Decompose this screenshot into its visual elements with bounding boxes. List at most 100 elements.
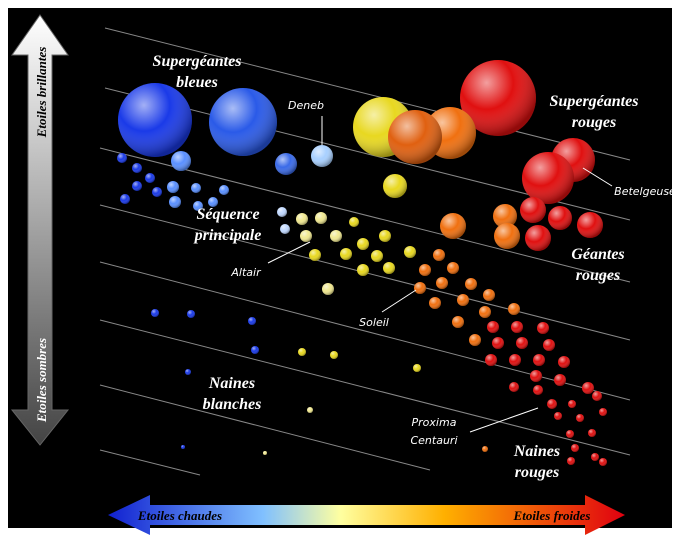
star-shine [263, 451, 267, 455]
star-label: Altair [230, 266, 262, 279]
star-shine [554, 412, 562, 420]
luminosity-arrow [10, 14, 70, 446]
star-shine [145, 173, 155, 183]
star-shine [167, 181, 179, 193]
region-label: Supergéantes [550, 93, 639, 110]
star-shine [571, 444, 579, 452]
star-shine [185, 369, 191, 375]
star-shine [117, 153, 127, 163]
region-label: rouges [515, 464, 559, 481]
star-shine [582, 382, 594, 394]
star-shine [492, 337, 504, 349]
star-shine [558, 356, 570, 368]
star-shine [383, 174, 407, 198]
star-shine [193, 201, 203, 211]
star-shine [577, 212, 603, 238]
star-shine [388, 110, 442, 164]
star-shine [118, 83, 192, 157]
star-shine [592, 391, 602, 401]
region-label: blanches [203, 396, 262, 413]
star-shine [566, 430, 574, 438]
star-shine [576, 414, 584, 422]
star-shine [379, 230, 391, 242]
star-shine [357, 264, 369, 276]
star-shine [340, 248, 352, 260]
star-shine [219, 185, 229, 195]
star-shine [419, 264, 431, 276]
diagonal-line [104, 27, 631, 161]
star-shine [311, 145, 333, 167]
star-shine [522, 152, 574, 204]
star-shine [151, 309, 159, 317]
star-shine [132, 181, 142, 191]
star-shine [404, 246, 416, 258]
star-shine [440, 213, 466, 239]
star-shine [509, 354, 521, 366]
star-shine [414, 282, 426, 294]
star-shine [315, 212, 327, 224]
star-shine [525, 225, 551, 251]
star-shine [436, 277, 448, 289]
star-shine [516, 337, 528, 349]
star-shine [588, 429, 596, 437]
star-shine [433, 249, 445, 261]
region-label: bleues [176, 74, 218, 91]
star-shine [482, 446, 488, 452]
star-shine [208, 197, 218, 207]
star-shine [248, 317, 256, 325]
star-shine [533, 354, 545, 366]
axis-label-cool: Etoiles froides [513, 508, 591, 523]
diagonal-line [99, 147, 631, 283]
star-shine [275, 153, 297, 175]
star-label: Deneb [288, 99, 324, 112]
star-label: Centauri [410, 434, 457, 447]
star-shine [493, 204, 517, 228]
axis-label-dim: Etoiles sombres [34, 338, 49, 423]
star-label: Betelgeuse [614, 185, 676, 198]
star-shine [460, 60, 536, 136]
star-shine [298, 348, 306, 356]
region-label: Séquence [196, 206, 259, 223]
star-shine [383, 262, 395, 274]
star-shine [469, 334, 481, 346]
star-shine [330, 230, 342, 242]
star-shine [429, 297, 441, 309]
star-shine [485, 354, 497, 366]
temperature-arrow [108, 495, 625, 535]
star-shine [251, 346, 259, 354]
star-shine [349, 217, 359, 227]
star-shine [599, 408, 607, 416]
star-shine [152, 187, 162, 197]
star-shine [309, 249, 321, 261]
star-shine [452, 316, 464, 328]
axis-label-hot: Etoiles chaudes [137, 508, 222, 523]
star-shine [537, 322, 549, 334]
star-label: Proxima [412, 416, 457, 429]
star-shine [533, 385, 543, 395]
star-shine [413, 364, 421, 372]
star-shine [530, 370, 542, 382]
region-label: rouges [572, 114, 616, 131]
star-shine [209, 88, 277, 156]
star-shine [457, 294, 469, 306]
region-label: Géantes [571, 246, 624, 263]
star-shine [120, 194, 130, 204]
star-shine [479, 306, 491, 318]
star-shine [543, 339, 555, 351]
region-label: Naines [208, 375, 255, 392]
star-shine [508, 303, 520, 315]
star-shine [296, 213, 308, 225]
star-shine [591, 453, 599, 461]
star-shine [280, 224, 290, 234]
background [8, 8, 672, 528]
star-shine [509, 382, 519, 392]
star-shine [191, 183, 201, 193]
star-shine [322, 283, 334, 295]
star-shine [447, 262, 459, 274]
star-shine [599, 458, 607, 466]
star-shine [171, 151, 191, 171]
star-shine [567, 457, 575, 465]
star-shine [330, 351, 338, 359]
region-label: principale [193, 227, 262, 244]
